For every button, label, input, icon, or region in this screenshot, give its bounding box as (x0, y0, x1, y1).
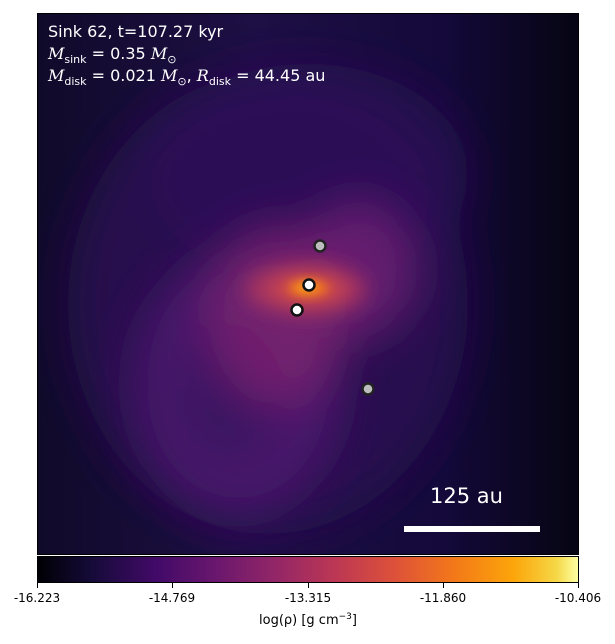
colorbar-label: log(ρ) [g cm−3] (259, 612, 357, 628)
sink-lower (361, 382, 375, 396)
density-map-panel: Sink 62, t=107.27 kyr Msink = 0.35 M⊙ Md… (37, 13, 579, 555)
colorbar-tick (443, 583, 444, 588)
mdisk-unit: M (161, 66, 178, 85)
sink-markers (290, 239, 375, 396)
colorbar-tick-label: -13.315 (284, 591, 332, 605)
msink-subscript: sink (64, 53, 87, 66)
colorbar-tick-label: -14.769 (148, 591, 196, 605)
rdisk-value: = 44.45 au (230, 66, 326, 85)
colorbar-tick (308, 583, 309, 588)
msink-unit: M (150, 44, 168, 63)
colorbar-tick-label: -10.406 (554, 591, 602, 605)
colorbar-tick (172, 583, 173, 588)
mdisk-symbol: M (48, 66, 65, 85)
colorbar-tick-label: -16.223 (13, 591, 61, 605)
colorbar-tick (578, 583, 579, 588)
sink-mass-label: Msink = 0.35 M⊙ (48, 43, 176, 66)
colorbar-tick-label: -11.860 (419, 591, 467, 605)
msink-unit-sub: ⊙ (167, 53, 177, 66)
scalebar (404, 526, 540, 532)
spiral-arms (133, 199, 418, 514)
sink-primary (302, 278, 316, 292)
colorbar (37, 556, 579, 583)
colorbar-label-end: ] (351, 613, 357, 628)
mdisk-unit-sub: ⊙ (177, 75, 187, 88)
colorbar-label-exponent: −3 (338, 612, 352, 622)
colorbar-label-main: log(ρ) [g cm (259, 613, 339, 628)
disk-properties-label: Mdisk = 0.021 M⊙, Rdisk = 44.45 au (48, 65, 325, 88)
colorbar-tick (37, 583, 38, 588)
mdisk-value: = 0.021 (86, 66, 156, 85)
rdisk-subscript: disk (208, 75, 231, 88)
msink-symbol: M (48, 44, 65, 63)
rdisk-symbol: R (196, 66, 209, 85)
sink-title: Sink 62, t=107.27 kyr (48, 22, 224, 41)
density-map (38, 14, 578, 554)
sink-secondary (290, 303, 304, 317)
mdisk-subscript: disk (64, 75, 87, 88)
sink-upper (313, 239, 327, 253)
scalebar-label: 125 au (430, 484, 503, 508)
msink-value: = 0.35 (86, 44, 146, 63)
separator: , (186, 66, 197, 85)
